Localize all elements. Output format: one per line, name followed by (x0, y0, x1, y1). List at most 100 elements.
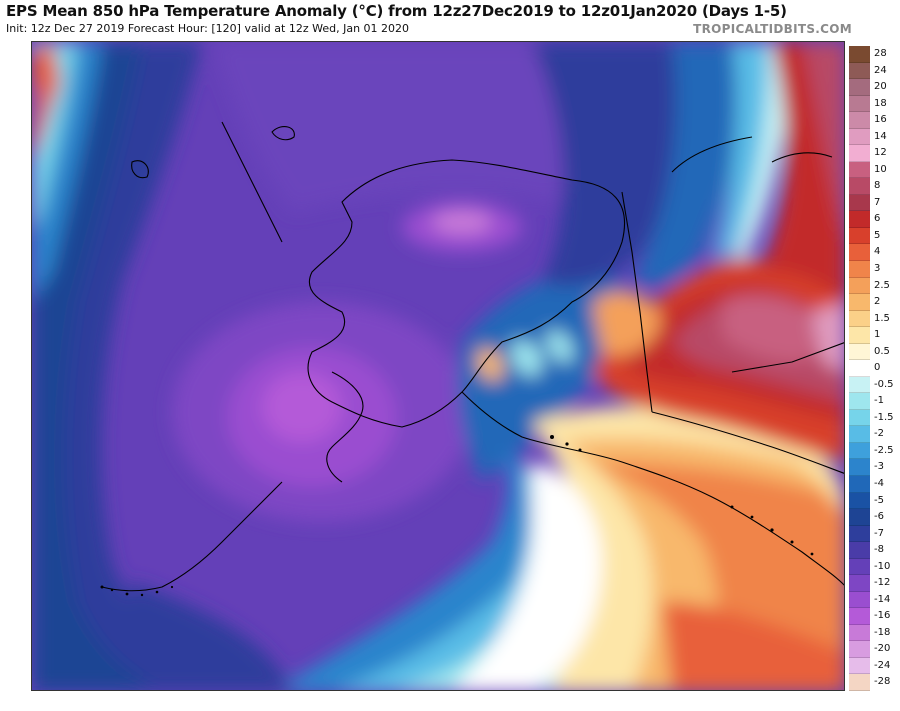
colorbar-level: 10 (849, 161, 899, 179)
colorbar-label: -7 (874, 527, 884, 539)
colorbar-swatch (849, 145, 870, 162)
colorbar-label: -14 (874, 593, 891, 605)
colorbar-label: -10 (874, 560, 891, 572)
colorbar-level: -18 (849, 624, 899, 642)
colorbar-swatch (849, 46, 870, 63)
colorbar-level: 3 (849, 261, 899, 278)
colorbar-label: -8 (874, 544, 884, 556)
colorbar-swatch (849, 575, 870, 592)
colorbar-label: -12 (874, 577, 891, 589)
colorbar-label: 5 (874, 229, 881, 241)
colorbar-level: -1 (849, 393, 899, 410)
colorbar-label: -2 (874, 428, 884, 440)
colorbar-swatch (849, 343, 870, 361)
colorbar-swatch (849, 641, 870, 658)
map-field (32, 42, 844, 690)
colorbar-label: -16 (874, 610, 891, 622)
colorbar-label: 2 (874, 296, 881, 308)
colorbar-swatch (849, 608, 870, 625)
colorbar-level: -16 (849, 608, 899, 625)
colorbar-level: 1 (849, 327, 899, 344)
colorbar-label: 7 (874, 196, 881, 208)
colorbar-level: -14 (849, 591, 899, 609)
colorbar-swatch (849, 294, 870, 311)
colorbar-label: -5 (874, 494, 884, 506)
colorbar-level: 6 (849, 211, 899, 228)
colorbar-swatch (849, 476, 870, 493)
colorbar-label: 18 (874, 97, 887, 109)
colorbar-label: -0.5 (874, 378, 894, 390)
colorbar-swatch (849, 310, 870, 328)
colorbar-swatch (849, 128, 870, 146)
colorbar-label: 1.5 (874, 312, 890, 324)
colorbar-swatch (849, 79, 870, 96)
colorbar-swatch (849, 657, 870, 675)
colorbar-label: -4 (874, 478, 884, 489)
colorbar-swatch (849, 194, 870, 212)
colorbar-level: -3 (849, 459, 899, 476)
colorbar-level: -4 (849, 476, 899, 493)
colorbar-swatch (849, 277, 870, 295)
colorbar-swatch (849, 376, 870, 394)
map-subtitle: Init: 12z Dec 27 2019 Forecast Hour: [12… (6, 22, 410, 35)
colorbar-label: -28 (874, 676, 891, 688)
colorbar-swatch (849, 492, 870, 510)
colorbar-level: -12 (849, 575, 899, 592)
colorbar-level: 2.5 (849, 277, 899, 295)
colorbar-label: 28 (874, 48, 887, 59)
colorbar-level: -28 (849, 674, 899, 691)
colorbar-swatch (849, 161, 870, 179)
colorbar-swatch (849, 95, 870, 113)
colorbar-level: 24 (849, 62, 899, 80)
colorbar-swatch (849, 542, 870, 559)
colorbar-level: -2 (849, 426, 899, 443)
colorbar-label: -1 (874, 395, 884, 407)
colorbar-swatch (849, 591, 870, 609)
colorbar-level: 0 (849, 360, 899, 377)
colorbar-label: -2.5 (874, 444, 894, 456)
colorbar-swatch (849, 360, 870, 377)
map-title: EPS Mean 850 hPa Temperature Anomaly (°C… (6, 2, 787, 20)
colorbar-label: -3 (874, 461, 884, 473)
colorbar-label: 8 (874, 180, 881, 192)
colorbar-label: -6 (874, 511, 884, 523)
colorbar-level: -5 (849, 492, 899, 510)
colorbar-level: -20 (849, 641, 899, 658)
colorbar-label: 2.5 (874, 279, 890, 291)
colorbar-level: -24 (849, 657, 899, 675)
colorbar-level: -10 (849, 558, 899, 576)
colorbar-label: 10 (874, 163, 887, 175)
islands (100, 435, 814, 597)
colorbar-swatch (849, 442, 870, 460)
colorbar-label: -1.5 (874, 411, 894, 423)
colorbar-swatch (849, 624, 870, 642)
colorbar-swatch (849, 459, 870, 476)
colorbar-legend: 28 24 20 18 16 14 12 10 8 7 6 5 4 3 2.5 2 1.5 1 0.5 0 -0.5 -1… (849, 46, 899, 691)
colorbar-label: 14 (874, 130, 887, 142)
colorbar-level: 16 (849, 112, 899, 129)
colorbar-swatch (849, 112, 870, 129)
colorbar-label: 20 (874, 81, 887, 93)
colorbar-swatch (849, 327, 870, 344)
colorbar-swatch (849, 525, 870, 543)
colorbar-level: 28 (849, 46, 899, 63)
colorbar-swatch (849, 393, 870, 410)
colorbar-level: 0.5 (849, 343, 899, 361)
colorbar-level: -7 (849, 525, 899, 543)
colorbar-label: -24 (874, 659, 891, 671)
colorbar-level: 12 (849, 145, 899, 162)
colorbar-label: 24 (874, 64, 887, 76)
anomaly-contours (32, 42, 844, 690)
colorbar-level: 7 (849, 194, 899, 212)
colorbar-swatch (849, 674, 870, 691)
coastlines (101, 121, 844, 592)
temperature-anomaly-map (31, 41, 845, 691)
colorbar-level: 20 (849, 79, 899, 96)
colorbar-swatch (849, 62, 870, 80)
colorbar-swatch (849, 558, 870, 576)
colorbar-level: -2.5 (849, 442, 899, 460)
colorbar-label: 0 (874, 362, 881, 374)
colorbar-label: -20 (874, 643, 891, 655)
colorbar-swatch (849, 426, 870, 443)
colorbar-swatch (849, 211, 870, 228)
